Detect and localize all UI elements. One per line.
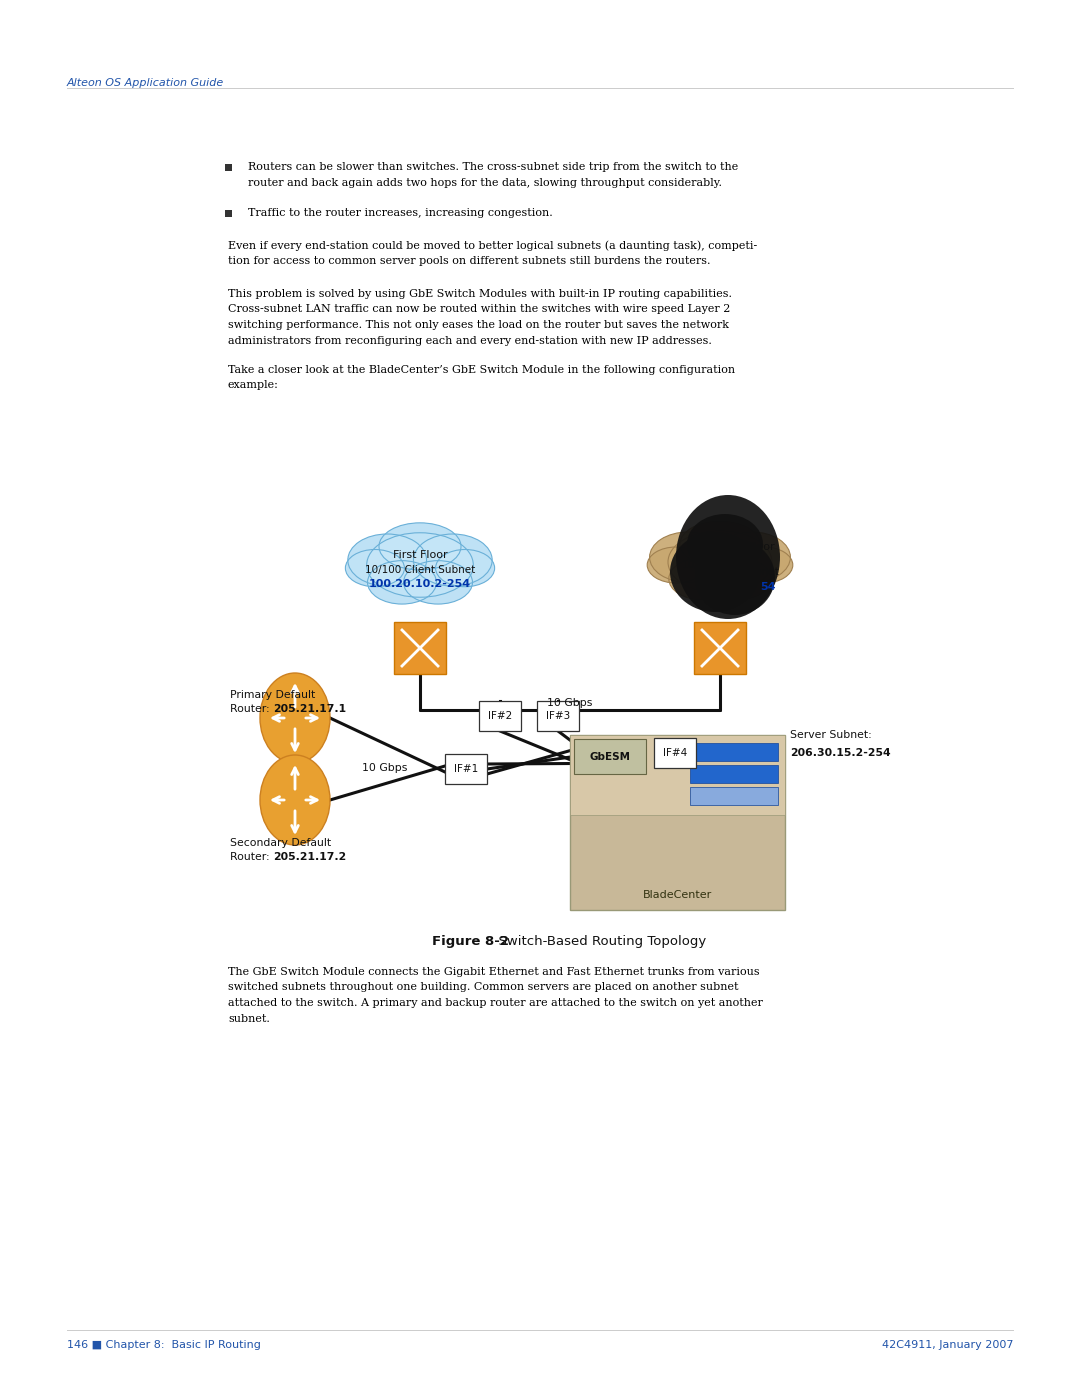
Bar bbox=[225, 210, 232, 217]
Text: Take a closer look at the BladeCenter’s GbE Switch Module in the following confi: Take a closer look at the BladeCenter’s … bbox=[228, 365, 735, 374]
Ellipse shape bbox=[260, 754, 330, 845]
Ellipse shape bbox=[348, 534, 427, 587]
Text: Secondary Default: Secondary Default bbox=[230, 838, 332, 848]
Text: Primary Default: Primary Default bbox=[230, 690, 315, 700]
Text: tion for access to common server pools on different subnets still burdens the ro: tion for access to common server pools o… bbox=[228, 256, 711, 265]
Ellipse shape bbox=[687, 514, 762, 574]
Text: 205.21.17.2: 205.21.17.2 bbox=[273, 852, 347, 862]
Ellipse shape bbox=[669, 557, 735, 599]
Bar bbox=[694, 622, 746, 673]
Ellipse shape bbox=[669, 531, 772, 594]
Ellipse shape bbox=[647, 548, 705, 583]
Text: IF#2: IF#2 bbox=[488, 711, 512, 721]
Bar bbox=[690, 766, 778, 782]
Text: 146 ■ Chapter 8:  Basic IP Routing: 146 ■ Chapter 8: Basic IP Routing bbox=[67, 1340, 261, 1350]
Text: 205.21.17.1: 205.21.17.1 bbox=[273, 704, 346, 714]
Text: 10 Gbps: 10 Gbps bbox=[548, 698, 593, 708]
Text: Cross-subnet LAN traffic can now be routed within the switches with wire speed L: Cross-subnet LAN traffic can now be rout… bbox=[228, 305, 730, 314]
Ellipse shape bbox=[367, 560, 436, 604]
Ellipse shape bbox=[346, 549, 404, 587]
Bar bbox=[445, 754, 487, 784]
Ellipse shape bbox=[714, 532, 791, 583]
Text: IF#1: IF#1 bbox=[454, 764, 478, 774]
Text: bnet: bnet bbox=[755, 567, 779, 577]
Ellipse shape bbox=[404, 560, 472, 604]
Text: The GbE Switch Module connects the Gigabit Ethernet and Fast Ethernet trunks fro: The GbE Switch Module connects the Gigab… bbox=[228, 967, 759, 977]
Bar bbox=[690, 743, 778, 761]
Bar bbox=[654, 738, 696, 768]
Text: example:: example: bbox=[228, 380, 279, 391]
Text: administrators from reconfiguring each and every end-station with new IP address: administrators from reconfiguring each a… bbox=[228, 335, 712, 345]
Text: router and back again adds two hops for the data, slowing throughput considerabl: router and back again adds two hops for … bbox=[248, 177, 723, 187]
Bar bbox=[573, 739, 646, 774]
Ellipse shape bbox=[680, 521, 760, 567]
Text: subnet.: subnet. bbox=[228, 1013, 270, 1024]
Text: 206.30.15.2-254: 206.30.15.2-254 bbox=[789, 747, 891, 759]
Ellipse shape bbox=[404, 560, 472, 604]
Text: attached to the switch. A primary and backup router are attached to the switch o: attached to the switch. A primary and ba… bbox=[228, 997, 762, 1009]
Text: Router:: Router: bbox=[230, 852, 273, 862]
Ellipse shape bbox=[704, 557, 771, 599]
Bar bbox=[394, 622, 446, 673]
Ellipse shape bbox=[414, 534, 492, 587]
Text: Routers can be slower than switches. The cross-subnet side trip from the switch : Routers can be slower than switches. The… bbox=[248, 162, 739, 172]
Ellipse shape bbox=[676, 495, 780, 619]
Ellipse shape bbox=[348, 534, 427, 587]
Ellipse shape bbox=[367, 560, 436, 604]
Bar bbox=[225, 163, 232, 170]
Text: 42C4911, January 2007: 42C4911, January 2007 bbox=[881, 1340, 1013, 1350]
Ellipse shape bbox=[435, 549, 495, 587]
Text: 10/100 Client Subnet: 10/100 Client Subnet bbox=[365, 564, 475, 576]
Ellipse shape bbox=[346, 549, 404, 587]
Bar bbox=[690, 787, 778, 805]
Text: Router:: Router: bbox=[230, 704, 273, 714]
Ellipse shape bbox=[379, 522, 461, 570]
Text: switching performance. This not only eases the load on the router but saves the : switching performance. This not only eas… bbox=[228, 320, 729, 330]
Ellipse shape bbox=[735, 548, 793, 583]
Text: IF#4: IF#4 bbox=[663, 747, 687, 759]
Ellipse shape bbox=[367, 532, 473, 598]
Text: Traffic to the router increases, increasing congestion.: Traffic to the router increases, increas… bbox=[248, 208, 553, 218]
Bar bbox=[537, 701, 579, 731]
Text: Server Subnet:: Server Subnet: bbox=[789, 731, 872, 740]
Ellipse shape bbox=[435, 549, 495, 587]
Ellipse shape bbox=[649, 532, 727, 583]
Text: 54: 54 bbox=[760, 583, 775, 592]
Text: Alteon OS Application Guide: Alteon OS Application Guide bbox=[67, 78, 225, 88]
Ellipse shape bbox=[696, 539, 775, 615]
Ellipse shape bbox=[670, 532, 760, 612]
Text: BladeCenter: BladeCenter bbox=[643, 890, 712, 900]
Bar bbox=[570, 735, 785, 909]
Text: 10 Gbps: 10 Gbps bbox=[362, 763, 407, 773]
Ellipse shape bbox=[367, 532, 473, 598]
Ellipse shape bbox=[379, 522, 461, 570]
Text: First Floor: First Floor bbox=[393, 550, 447, 560]
Text: switched subnets throughout one building. Common servers are placed on another s: switched subnets throughout one building… bbox=[228, 982, 739, 992]
Bar bbox=[570, 735, 785, 814]
Text: 10/: 10/ bbox=[681, 560, 699, 570]
Ellipse shape bbox=[260, 673, 330, 763]
Text: 100.20.10.2-254: 100.20.10.2-254 bbox=[369, 578, 471, 590]
Bar bbox=[480, 701, 521, 731]
Ellipse shape bbox=[414, 534, 492, 587]
Text: This problem is solved by using GbE Switch Modules with built-in IP routing capa: This problem is solved by using GbE Swit… bbox=[228, 289, 732, 299]
Text: GbESM: GbESM bbox=[590, 752, 631, 761]
Text: Floor: Floor bbox=[748, 542, 775, 552]
Text: Figure 8-2: Figure 8-2 bbox=[432, 935, 509, 949]
Text: Switch-Based Routing Topology: Switch-Based Routing Topology bbox=[490, 935, 706, 949]
Text: Even if every end-station could be moved to better logical subnets (a daunting t: Even if every end-station could be moved… bbox=[228, 240, 757, 250]
Text: IF#3: IF#3 bbox=[545, 711, 570, 721]
